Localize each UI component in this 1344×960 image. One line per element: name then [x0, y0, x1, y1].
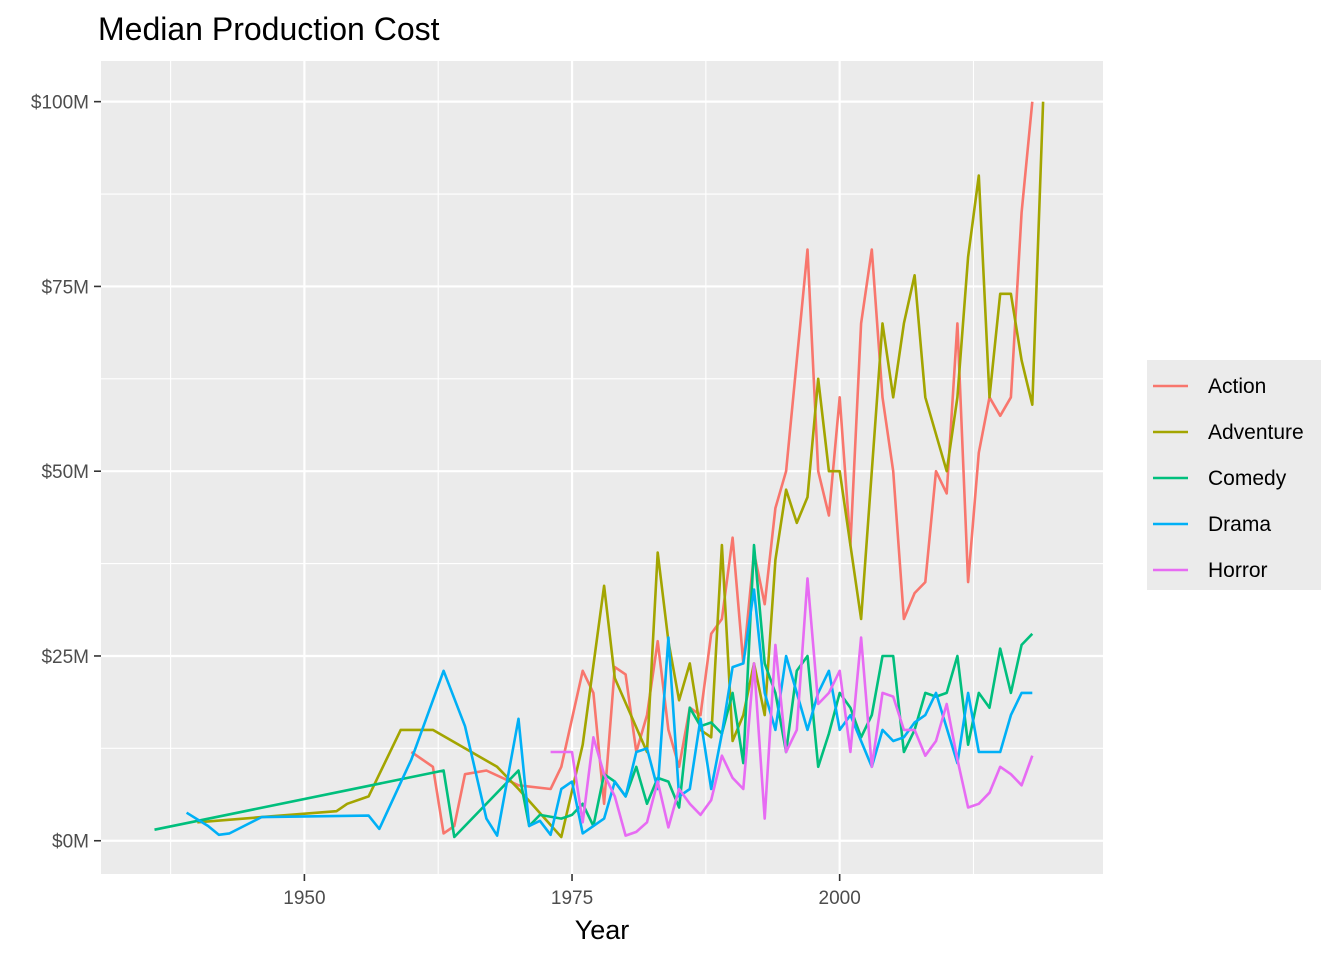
x-axis-title: Year — [575, 915, 630, 945]
y-tick-label: $75M — [41, 277, 89, 298]
y-axis: $0M $25M $50M $75M $100M — [31, 93, 101, 853]
x-tick-label: 2000 — [819, 888, 861, 909]
series-line-comedy — [154, 543, 1034, 839]
x-tick-label: 1975 — [551, 888, 593, 909]
series-layer — [154, 101, 1045, 839]
y-tick-label: $25M — [41, 647, 89, 668]
legend: Action Adventure Comedy Drama Horror — [1147, 360, 1321, 590]
legend-label-action: Action — [1208, 375, 1266, 398]
grid-minor — [101, 61, 1103, 874]
y-tick-label: $50M — [41, 462, 89, 483]
legend-label-drama: Drama — [1208, 513, 1271, 536]
legend-label-horror: Horror — [1208, 559, 1268, 582]
y-tick-label: $100M — [31, 93, 89, 114]
legend-label-adventure: Adventure — [1208, 421, 1304, 444]
series-line-horror — [550, 577, 1034, 837]
series-line-action — [410, 101, 1034, 835]
y-tick-label: $0M — [52, 832, 89, 853]
legend-label-comedy: Comedy — [1208, 467, 1287, 490]
x-axis: 1950 1975 2000 — [283, 874, 861, 909]
legend-background — [1147, 360, 1321, 590]
x-tick-label: 1950 — [283, 888, 325, 909]
grid-major — [101, 61, 1103, 874]
chart-title: Median Production Cost — [98, 11, 440, 47]
